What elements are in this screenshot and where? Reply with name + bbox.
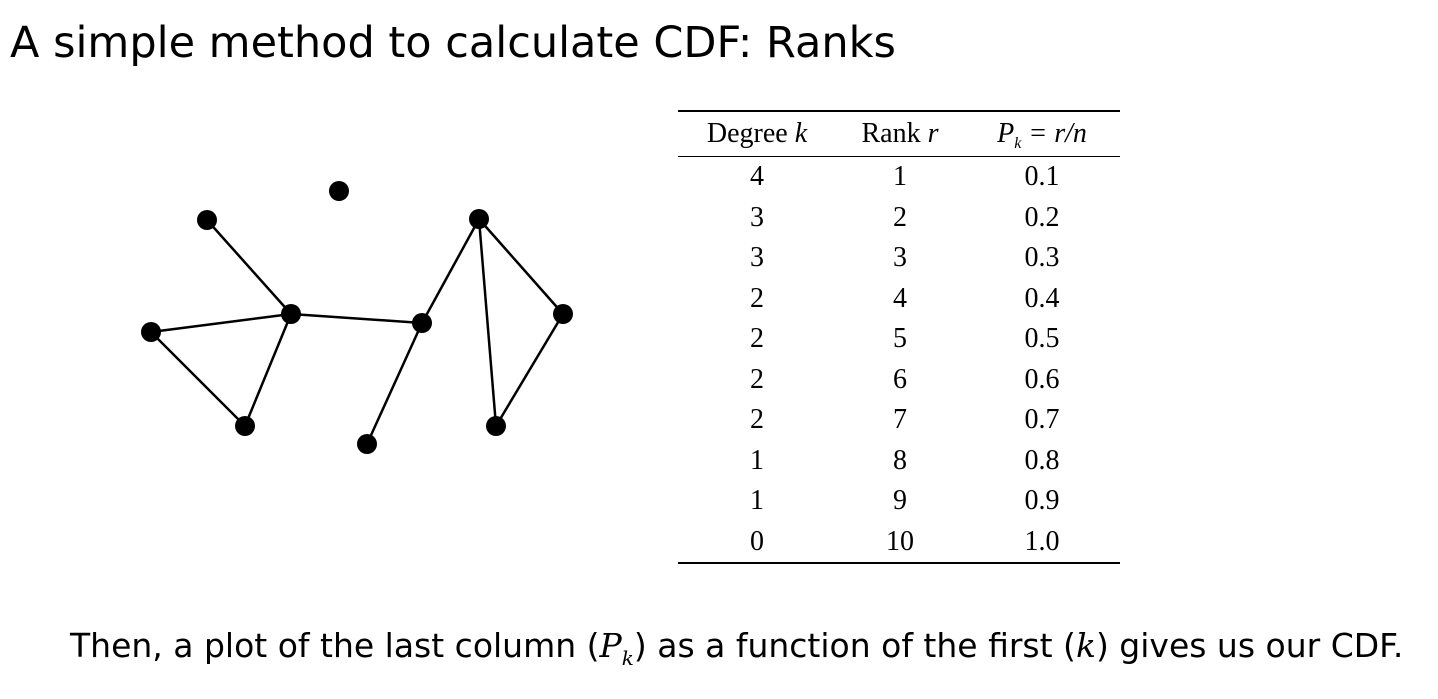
- header-probability: Pk = r/n: [964, 111, 1120, 157]
- graph-edge: [206, 219, 292, 315]
- cell-degree: 0: [750, 525, 764, 557]
- table-row: 2 4 0.4: [678, 279, 1120, 320]
- graph-edge: [477, 218, 498, 427]
- cell-rank: 9: [893, 485, 907, 517]
- cell-probability: 1.0: [1024, 525, 1060, 557]
- slide-title: A simple method to calculate CDF: Ranks: [10, 18, 896, 68]
- graph-node: [281, 304, 301, 324]
- header-degree: Degree k: [678, 111, 836, 157]
- cell-rank: 7: [893, 404, 907, 436]
- cell-rank: 5: [893, 323, 907, 355]
- cell-degree: 2: [750, 363, 764, 395]
- table-row: 2 5 0.5: [678, 319, 1120, 360]
- cell-probability: 0.7: [1024, 404, 1060, 436]
- graph-edge: [420, 218, 481, 324]
- graph-edge: [290, 312, 423, 325]
- graph-node: [357, 434, 377, 454]
- cell-rank: 10: [886, 525, 914, 557]
- graph-node: [197, 210, 217, 230]
- cell-rank: 4: [893, 282, 907, 314]
- cell-probability: 0.5: [1024, 323, 1060, 355]
- cell-probability: 0.3: [1024, 242, 1060, 274]
- graph-node: [486, 416, 506, 436]
- graph-node: [329, 181, 349, 201]
- graph-edge: [478, 218, 564, 315]
- cell-probability: 0.1: [1024, 161, 1060, 193]
- cell-rank: 2: [893, 201, 907, 233]
- cell-degree: 2: [750, 323, 764, 355]
- cell-degree: 2: [750, 282, 764, 314]
- cell-degree: 3: [750, 201, 764, 233]
- cell-degree: 1: [750, 444, 764, 476]
- table-row: 4 1 0.1: [678, 157, 1120, 198]
- network-graph: [141, 181, 573, 454]
- graph-node: [469, 209, 489, 229]
- table-header-row: Degree k Rank r Pk = r/n: [678, 111, 1120, 157]
- cell-probability: 0.6: [1024, 363, 1060, 395]
- graph-edge: [365, 322, 424, 445]
- cell-probability: 0.8: [1024, 444, 1060, 476]
- cell-probability: 0.2: [1024, 201, 1060, 233]
- table-row: 2 6 0.6: [678, 360, 1120, 401]
- graph-edge: [494, 313, 565, 427]
- table-body: 4 1 0.1 3 2 0.2 3 3 0.3 2 4 0.4 2 5 0.5 2 6 0.6 2 7 0.7 1 8 0.8…: [678, 157, 1120, 564]
- table-row: 1 9 0.9: [678, 481, 1120, 522]
- cell-rank: 3: [893, 242, 907, 274]
- cell-degree: 1: [750, 485, 764, 517]
- cell-degree: 4: [750, 161, 764, 193]
- caption: Then, a plot of the last column (Pk) as …: [70, 626, 1404, 670]
- cell-probability: 0.4: [1024, 282, 1060, 314]
- graph-edge: [150, 312, 292, 334]
- graph-node: [235, 416, 255, 436]
- cell-degree: 2: [750, 404, 764, 436]
- table-row: 0 10 1.0: [678, 522, 1120, 564]
- cell-rank: 1: [893, 161, 907, 193]
- table-row: 2 7 0.7: [678, 400, 1120, 441]
- rank-table: Degree k Rank r Pk = r/n 4 1 0.1 3 2 0.2 3 3 0.3…: [678, 110, 1120, 564]
- graph-node: [141, 322, 161, 342]
- graph-node: [412, 313, 432, 333]
- table-row: 3 3 0.3: [678, 238, 1120, 279]
- graph-node: [553, 304, 573, 324]
- graph-edge: [243, 313, 293, 427]
- table-row: 1 8 0.8: [678, 441, 1120, 482]
- cell-degree: 3: [750, 242, 764, 274]
- cell-rank: 8: [893, 444, 907, 476]
- table-row: 3 2 0.2: [678, 198, 1120, 239]
- graph-edge: [150, 331, 246, 427]
- header-rank: Rank r: [836, 111, 964, 157]
- cell-rank: 6: [893, 363, 907, 395]
- cell-probability: 0.9: [1024, 485, 1060, 517]
